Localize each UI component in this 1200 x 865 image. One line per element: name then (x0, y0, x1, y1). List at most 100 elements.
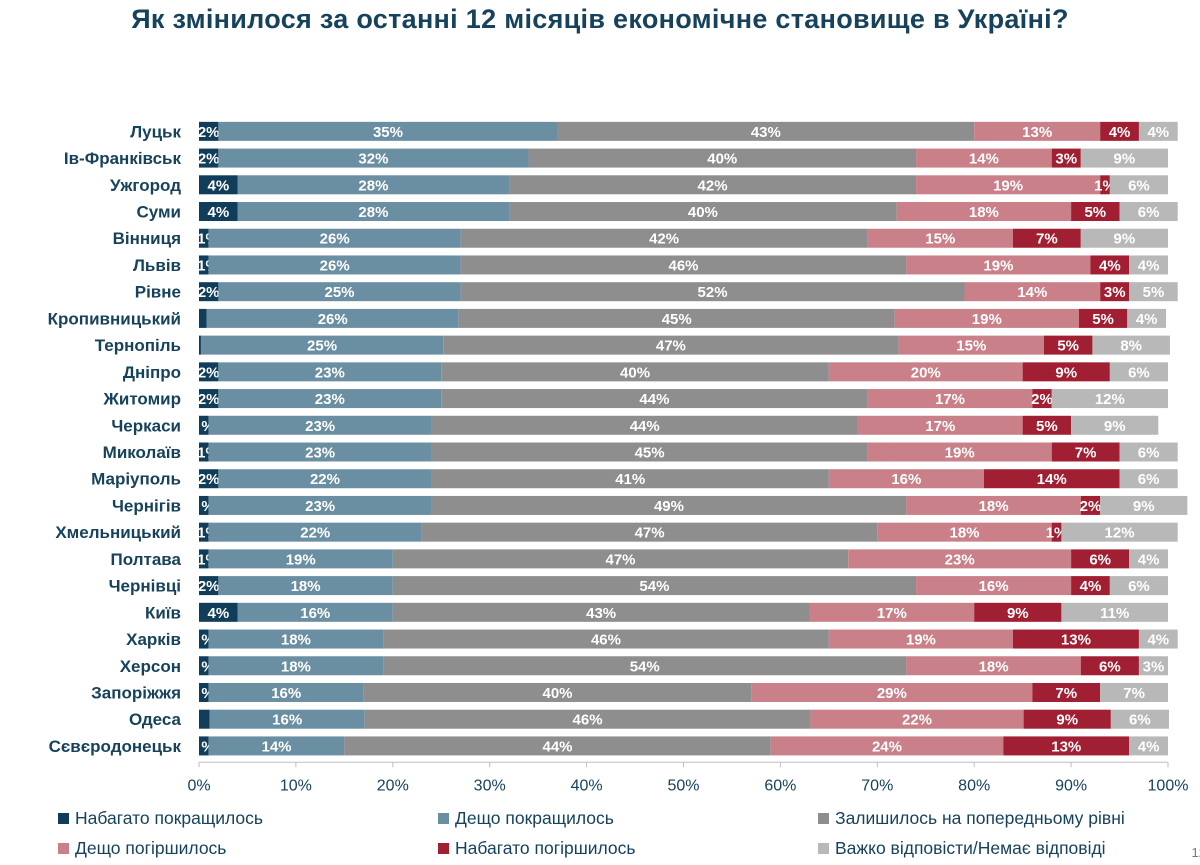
bar-segment (896, 202, 1072, 222)
data-label: 2% (198, 151, 220, 168)
category-label: Київ (145, 603, 181, 622)
data-label: 2% (198, 391, 220, 408)
data-label: 2% (198, 364, 220, 381)
bar-segment (441, 362, 829, 382)
bar-segment (1100, 175, 1110, 195)
data-label: 26% (318, 311, 348, 328)
bar-segment (867, 228, 1013, 248)
category-label: Миколаїв (103, 443, 181, 462)
bar-segment (1080, 228, 1168, 248)
bar-segment (1138, 121, 1178, 141)
data-label: 46% (668, 257, 698, 274)
data-label: 25% (324, 284, 354, 301)
data-label: 9% (1104, 418, 1126, 435)
data-label: 41% (615, 471, 645, 488)
bar-segment (218, 362, 442, 382)
bar-segment (458, 308, 895, 328)
data-label: 40% (707, 151, 737, 168)
data-label: 6% (1138, 471, 1160, 488)
data-label: 44% (639, 391, 669, 408)
data-label: 2% (198, 124, 220, 141)
bar-segment (199, 415, 209, 435)
data-label: 16% (979, 578, 1009, 595)
bar-segment (208, 656, 384, 676)
bar-segment (1090, 255, 1130, 275)
data-label: 43% (586, 605, 616, 622)
bar-segment (218, 469, 432, 489)
data-label: 22% (310, 471, 340, 488)
bar-segment (1012, 228, 1081, 248)
legend-label: Важко відповісти/Немає відповіді (835, 838, 1106, 858)
category-label: Вінниця (113, 229, 181, 248)
bar-segment (199, 121, 219, 141)
data-label: 5% (1084, 204, 1106, 221)
bar-segment (199, 682, 209, 702)
data-label: 6% (1128, 177, 1150, 194)
bar-segment (509, 202, 897, 222)
bar-segment (1119, 202, 1178, 222)
category-label: Хмельницький (55, 523, 181, 542)
bar-segment (199, 469, 219, 489)
bar-segment (218, 576, 393, 596)
data-label: 35% (373, 124, 403, 141)
data-label: 4% (1138, 738, 1160, 755)
data-label: 9% (1114, 231, 1136, 248)
legend-item-somewhat-improved: Дещо покращилось (438, 808, 614, 829)
bar-segment (1061, 602, 1168, 622)
bar-segment (1051, 148, 1081, 168)
bar-segment (1138, 629, 1178, 649)
data-label: 40% (543, 685, 573, 702)
bar-segment (1109, 362, 1168, 382)
bar-segment (209, 709, 365, 729)
data-label: 7% (1075, 445, 1097, 462)
data-label: 40% (620, 364, 650, 381)
data-label: 22% (300, 525, 330, 542)
bar-segment (751, 682, 1033, 702)
data-label: 28% (358, 177, 388, 194)
bar-segment (208, 629, 384, 649)
bar-segment (199, 656, 209, 676)
bar-segment (848, 549, 1072, 569)
data-label: 7% (1123, 685, 1145, 702)
data-label: 42% (698, 177, 728, 194)
category-label: Дніпро (123, 363, 181, 382)
data-label: 6% (1138, 204, 1160, 221)
data-label: 19% (972, 311, 1002, 328)
bar-segment (199, 282, 219, 302)
bar-segment (421, 522, 878, 542)
data-label: 2% (198, 471, 220, 488)
data-label: 16% (891, 471, 921, 488)
data-label: 23% (305, 498, 335, 515)
data-label: 23% (305, 418, 335, 435)
data-label: 4% (1147, 124, 1169, 141)
bar-segment (1119, 442, 1178, 462)
legend-swatch (58, 843, 69, 854)
category-label: Запоріжжя (91, 683, 181, 702)
bar-segment (218, 121, 558, 141)
bar-segment (1138, 656, 1168, 676)
legend-label: Набагато покращилось (75, 808, 263, 828)
bar-segment (857, 415, 1023, 435)
data-label: 45% (662, 311, 692, 328)
bar-segment (208, 228, 461, 248)
data-label: 9% (1055, 364, 1077, 381)
data-label: 54% (639, 578, 669, 595)
x-tick-label: 30% (474, 777, 506, 794)
bar-segment (1043, 335, 1093, 355)
bar-segment (1022, 415, 1072, 435)
bar-segment (1051, 389, 1168, 409)
data-label: 29% (877, 685, 907, 702)
bar-segment (460, 255, 907, 275)
bar-segment (200, 335, 444, 355)
data-label: 6% (1138, 445, 1160, 462)
data-label: 6% (1128, 578, 1150, 595)
bar-segment (916, 148, 1052, 168)
bar-segment (199, 736, 209, 756)
data-label: 18% (281, 632, 311, 649)
legend-swatch (818, 813, 829, 824)
bar-segment (867, 442, 1052, 462)
legend-item-somewhat-worse: Дещо погіршилось (58, 838, 226, 859)
bar-segment (1080, 148, 1168, 168)
data-label: 23% (315, 364, 345, 381)
bar-segment (392, 549, 849, 569)
